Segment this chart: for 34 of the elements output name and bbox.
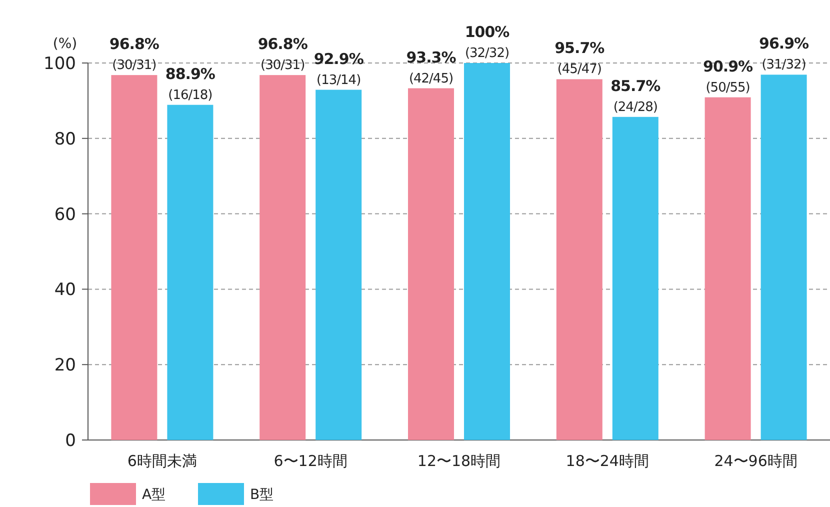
y-tick-label: 0: [65, 431, 76, 451]
x-tick-label: 6時間未満: [127, 452, 197, 470]
bar: [167, 104, 214, 440]
bar: [464, 63, 510, 440]
data-label: 93.3% (42/45): [406, 48, 456, 86]
bar: [260, 75, 306, 440]
bar: [556, 79, 602, 440]
y-tick-label: 20: [54, 356, 76, 376]
data-label: 92.9% (13/14): [314, 50, 364, 88]
data-label: 88.9% (16/18): [165, 64, 216, 103]
legend-label: B型: [250, 487, 274, 503]
x-tick-label: 6〜12時間: [274, 452, 348, 470]
data-label: 96.9% (31/32): [759, 34, 810, 73]
bar: [111, 75, 158, 440]
y-tick-label: 60: [54, 204, 76, 225]
data-label: 96.8% (30/31): [109, 35, 160, 74]
data-label: 95.7% (45/47): [554, 39, 605, 78]
y-tick-label: 100: [44, 54, 76, 74]
bar: [408, 88, 454, 440]
x-tick-label: 12〜18時間: [417, 452, 501, 470]
y-tick-label: 40: [54, 280, 76, 300]
x-tick-label: 18〜24時間: [566, 452, 649, 470]
bar: [704, 97, 751, 440]
data-label: 100% (32/32): [464, 23, 510, 61]
data-label: 96.8% (30/31): [258, 35, 308, 74]
legend-label: A型: [142, 487, 166, 503]
data-label: 90.9% (50/55): [703, 57, 754, 96]
x-tick-label: 24〜96時間: [714, 452, 798, 470]
y-tick-label: 80: [54, 129, 76, 150]
y-axis-title: (%): [52, 36, 78, 52]
bar: [316, 90, 362, 440]
bar: [760, 74, 807, 440]
bar: [612, 116, 658, 440]
data-label: 85.7% (24/28): [610, 76, 661, 115]
